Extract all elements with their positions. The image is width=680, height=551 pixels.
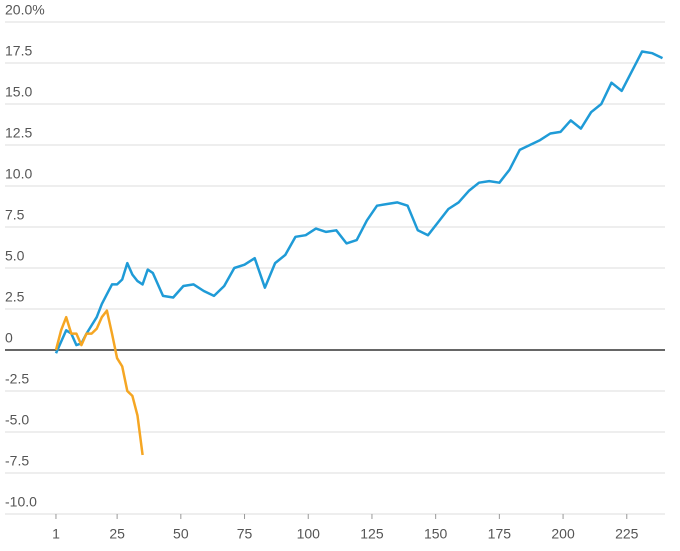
y-tick-label: 17.5 xyxy=(5,43,32,59)
y-tick-label: -2.5 xyxy=(5,371,29,387)
y-tick-label: 12.5 xyxy=(5,125,32,141)
y-tick-label: -7.5 xyxy=(5,453,29,469)
y-tick-label: -10.0 xyxy=(5,494,37,510)
x-tick-label: 50 xyxy=(173,526,189,542)
x-tick-label: 175 xyxy=(488,526,512,542)
x-tick-label: 75 xyxy=(237,526,253,542)
y-tick-label: 20.0% xyxy=(5,2,45,18)
x-tick-label: 200 xyxy=(551,526,575,542)
x-tick-label: 150 xyxy=(424,526,448,542)
y-tick-label: 2.5 xyxy=(5,289,25,305)
y-tick-label: 15.0 xyxy=(5,84,32,100)
x-tick-label: 25 xyxy=(109,526,125,542)
series-line xyxy=(54,309,144,456)
x-tick-label: 100 xyxy=(297,526,321,542)
y-tick-label: 7.5 xyxy=(5,207,25,223)
y-tick-label: 10.0 xyxy=(5,166,32,182)
x-tick-label: 125 xyxy=(360,526,384,542)
x-tick-label: 1 xyxy=(52,526,60,542)
y-tick-label: 0 xyxy=(5,330,13,346)
y-tick-label: -5.0 xyxy=(5,412,29,428)
x-tick-label: 225 xyxy=(615,526,639,542)
y-tick-label: 5.0 xyxy=(5,248,25,264)
series-line xyxy=(54,50,664,354)
